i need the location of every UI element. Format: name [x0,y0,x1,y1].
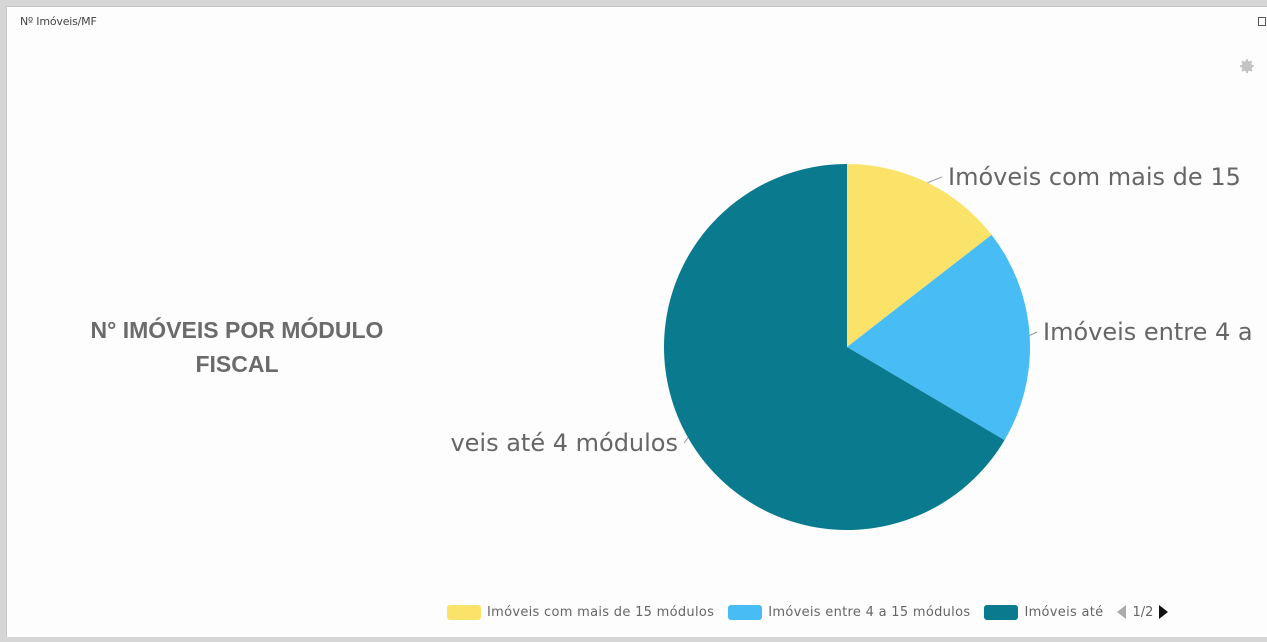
legend-label: Imóveis entre 4 a 15 módulos [768,604,971,620]
legend-swatch [984,604,1019,620]
legend-swatch [728,604,763,620]
panel-title: Nº Imóveis/MF [20,15,97,28]
chart-side-title-line2: FISCAL [195,351,279,377]
legend-swatch [447,604,481,620]
slice-leader-line [1029,331,1038,336]
legend-page-indicator: 1/2 [1132,604,1154,620]
chart-side-title-line1: N° IMÓVEIS POR MÓDULO [90,317,384,343]
pager-prev-icon[interactable] [1117,605,1127,619]
slice-label: Imóveis com mais de 15 [948,163,1241,191]
legend-pager: 1/2 [1117,604,1169,620]
slice-leader-line [683,437,689,444]
pie-slice[interactable] [847,164,992,347]
slice-label: veis até 4 módulos [450,429,678,457]
legend-label: Imóveis até [1024,604,1104,620]
chart-legend: Imóveis com mais de 15 módulos Imóveis e… [447,601,1169,623]
chart-panel: Nº Imóveis/MF N° IMÓVEIS POR MÓDULO FISC… [6,6,1267,637]
gear-icon[interactable] [1238,57,1256,75]
pie-slice[interactable] [847,234,1030,441]
maximize-icon[interactable] [1258,17,1266,26]
pie-chart: Imóveis com mais de 15 Imóveis entre 4 a v… [450,163,1253,530]
legend-item[interactable]: Imóveis até [984,604,1104,620]
pie-slice[interactable] [663,164,1005,530]
chart-side-title: N° IMÓVEIS POR MÓDULO FISCAL [37,313,437,381]
legend-item[interactable]: Imóveis entre 4 a 15 módulos [728,604,971,620]
pager-next-icon[interactable] [1159,605,1169,619]
legend-label: Imóveis com mais de 15 módulos [487,604,715,620]
slice-label: Imóveis entre 4 a [1043,318,1253,346]
legend-item[interactable]: Imóveis com mais de 15 módulos [447,604,715,620]
slice-leader-line [927,176,943,184]
